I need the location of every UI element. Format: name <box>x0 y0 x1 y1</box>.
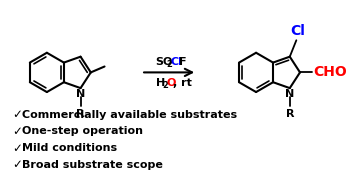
Text: ✓: ✓ <box>12 125 22 138</box>
Text: 2: 2 <box>166 60 172 69</box>
Text: ✓: ✓ <box>12 142 22 155</box>
Text: Mild conditions: Mild conditions <box>22 143 118 153</box>
Text: N: N <box>285 89 294 99</box>
Text: 2: 2 <box>162 81 168 90</box>
Text: SO: SO <box>155 57 173 67</box>
Text: Broad substrate scope: Broad substrate scope <box>22 160 163 170</box>
Text: Commercially available substrates: Commercially available substrates <box>22 110 237 120</box>
Text: , rt: , rt <box>173 78 192 88</box>
Text: CHO: CHO <box>314 65 348 79</box>
Text: N: N <box>76 89 85 99</box>
Text: Cl: Cl <box>290 24 305 38</box>
Text: O: O <box>166 78 176 88</box>
Text: Cl: Cl <box>170 57 182 67</box>
Text: One-step operation: One-step operation <box>22 126 143 136</box>
Text: R: R <box>76 109 85 119</box>
Text: R: R <box>285 109 294 119</box>
Text: ✓: ✓ <box>12 158 22 171</box>
Text: ✓: ✓ <box>12 108 22 121</box>
Text: H: H <box>156 78 166 88</box>
Text: F: F <box>179 57 186 67</box>
